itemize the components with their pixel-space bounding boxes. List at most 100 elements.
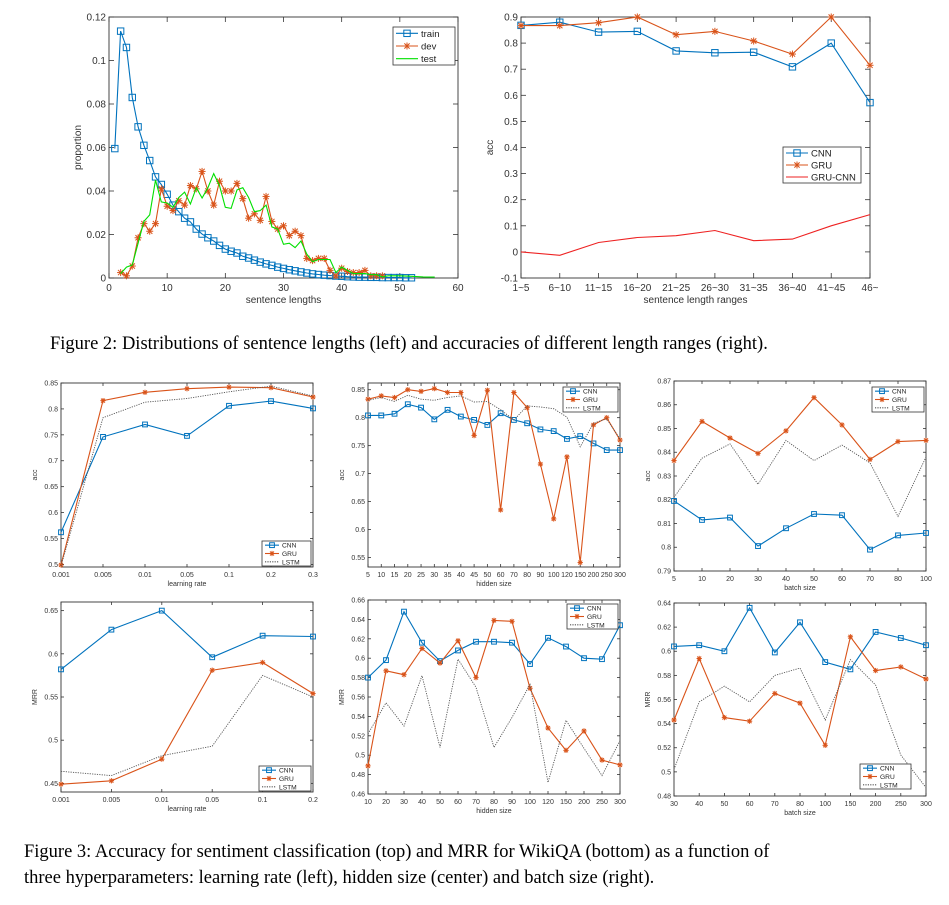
star-stroke — [783, 428, 789, 434]
legend-marker — [403, 42, 411, 50]
legend-item-cnn: CNN — [262, 767, 294, 775]
x-tick-label: 0.05 — [180, 572, 194, 579]
legend-marker — [269, 542, 275, 549]
data-point — [437, 660, 443, 666]
data-point — [419, 645, 425, 652]
data-point — [671, 457, 677, 464]
data-point — [401, 672, 407, 678]
series-lstm — [367, 394, 621, 448]
star-stroke — [879, 397, 885, 402]
data-point — [365, 412, 371, 419]
star-stroke — [634, 14, 641, 20]
data-point — [898, 664, 904, 670]
chart-fig3-acc-lr: 0.001 0.005 0.01 0.05 0.1 0.2 0.3 0.5 0.55 0.6 0.6… — [32, 380, 318, 588]
star-stroke — [491, 618, 497, 623]
data-point — [108, 778, 115, 784]
series-cnn — [58, 398, 316, 536]
x-tick-label: 25 — [417, 572, 425, 579]
legend-marker — [266, 767, 272, 774]
x-axis-label: sentence lengths — [246, 295, 322, 306]
star-stroke — [228, 188, 235, 194]
data-point — [923, 676, 929, 682]
y-tick-label: 0.66 — [351, 597, 365, 604]
data-point — [268, 261, 276, 270]
y-tick-label: 0.82 — [657, 497, 671, 504]
x-tick-label: 10 — [377, 572, 385, 579]
x-tick-label: 41~45 — [817, 283, 846, 294]
data-point — [556, 22, 564, 30]
data-point — [58, 666, 64, 673]
data-point — [672, 31, 680, 39]
data-point — [746, 604, 753, 611]
data-point — [310, 633, 316, 640]
data-point — [146, 156, 154, 165]
legend-label: GRU — [279, 776, 294, 783]
star-stroke — [822, 743, 828, 748]
data-point — [923, 437, 929, 444]
chart-fig3-mrr-hidden: 10 20 30 40 50 60 70 80 90 100 120 150 200 250 300 0.46… — [339, 597, 626, 815]
legend-marker — [403, 29, 411, 38]
data-point — [152, 220, 160, 228]
data-point — [210, 201, 218, 209]
y-tick-label: 0.54 — [351, 714, 365, 721]
star-stroke — [379, 272, 386, 279]
data-point — [872, 629, 879, 635]
data-point — [867, 456, 873, 463]
data-point — [895, 532, 901, 539]
y-tick-label: 0.64 — [351, 617, 365, 624]
chart-fig2-right: 1~5 6~10 11~15 16~20 21~25 26~30 31~35 36~40 41~… — [485, 13, 879, 307]
series-line — [673, 658, 927, 788]
y-tick-label: 0.8 — [504, 39, 518, 50]
data-point — [455, 647, 461, 654]
data-point — [186, 218, 195, 226]
x-tick-label: 20 — [726, 576, 734, 583]
legend-marker — [879, 388, 885, 395]
series-line — [367, 394, 621, 448]
x-tick-label: 150 — [574, 572, 586, 579]
data-point — [455, 638, 461, 644]
y-tick-label: 0.5 — [661, 769, 671, 776]
x-tick-label: 40 — [418, 799, 426, 806]
legend-item-cnn: CNN — [875, 388, 907, 396]
star-stroke — [292, 228, 299, 235]
data-point — [250, 256, 259, 264]
y-tick-label: 0.08 — [87, 100, 107, 111]
x-tick-label: 5 — [672, 576, 676, 583]
x-tick-label: 15 — [391, 572, 399, 579]
star-stroke — [551, 516, 557, 522]
star-stroke — [373, 272, 380, 279]
y-tick-label: 0.52 — [351, 733, 365, 740]
data-point — [811, 394, 817, 401]
data-point — [458, 389, 464, 396]
y-tick-label: 0.46 — [351, 791, 365, 798]
star-stroke — [239, 195, 246, 202]
data-point — [163, 190, 171, 198]
data-point — [122, 272, 130, 280]
star-stroke — [222, 188, 229, 194]
data-point — [537, 461, 544, 467]
legend-item-gru: GRU — [875, 396, 907, 404]
data-point — [897, 635, 904, 641]
data-point — [671, 498, 677, 504]
star-stroke — [455, 638, 461, 644]
x-tick-label: 0.05 — [205, 797, 219, 804]
star-stroke — [356, 269, 363, 276]
data-point — [581, 655, 587, 662]
x-tick-label: 250 — [601, 572, 613, 579]
star-stroke — [545, 725, 551, 731]
x-tick-label: 0.1 — [258, 797, 268, 804]
data-point — [599, 656, 605, 663]
star-stroke — [509, 619, 515, 624]
star-stroke — [310, 394, 316, 400]
data-point — [314, 270, 323, 279]
legend-marker — [879, 396, 885, 403]
data-point — [175, 207, 183, 216]
y-tick-label: 0.58 — [657, 673, 671, 680]
star-stroke — [209, 667, 215, 673]
star-stroke — [251, 210, 258, 217]
legend-label: dev — [421, 42, 437, 53]
legend-item-lstm: LSTM — [566, 405, 601, 412]
star-stroke — [392, 395, 397, 400]
legend-marker — [867, 773, 873, 780]
y-tick-label: 0.3 — [504, 169, 518, 180]
